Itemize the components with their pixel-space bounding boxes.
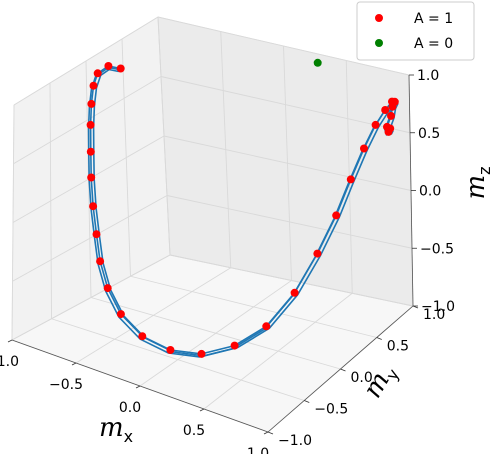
- grid-line-z-left: [13, 16, 159, 106]
- y-tick-label: 1.0: [423, 307, 445, 323]
- point-a1: [197, 349, 206, 358]
- z-tick-label: −0.5: [420, 241, 454, 257]
- point-a0: [313, 58, 322, 67]
- point-a1: [230, 341, 239, 350]
- grid-line-z-left: [13, 76, 162, 165]
- y-tick-label: −0.5: [314, 402, 348, 418]
- data-points: [86, 58, 399, 358]
- y-axis-label: my: [358, 359, 404, 405]
- grid-line-z-back: [157, 16, 410, 76]
- point-a1: [86, 120, 95, 129]
- z-axis-label: mz: [461, 166, 494, 199]
- point-a1: [89, 202, 98, 211]
- grid-line-z-back: [160, 76, 411, 134]
- point-a1: [116, 64, 125, 73]
- grid-line-x-floor: [203, 292, 353, 410]
- x-tick-label: 1.0: [247, 446, 269, 454]
- y-tick-label: −1.0: [278, 433, 312, 449]
- point-a1: [86, 147, 95, 156]
- point-a1: [92, 230, 101, 239]
- y-tick-label: 0.5: [387, 339, 409, 355]
- point-a1: [262, 322, 271, 331]
- point-a1: [116, 310, 125, 319]
- point-a1: [93, 69, 102, 78]
- point-a1: [313, 249, 322, 258]
- point-a1: [290, 288, 299, 297]
- tick-labels: −1.0−0.50.00.51.0−1.0−0.50.00.51.0−1.0−0…: [0, 68, 455, 454]
- point-a1: [388, 102, 397, 111]
- point-a1: [386, 124, 395, 133]
- grid-line-y-floor: [90, 297, 341, 370]
- point-a1: [360, 144, 368, 153]
- x-axis-label: mx: [99, 413, 133, 446]
- x-tick-label: −1.0: [0, 354, 19, 370]
- point-a1: [332, 211, 341, 220]
- legend-label: A = 1: [414, 11, 453, 27]
- grid-line-y-left: [157, 16, 171, 256]
- legend-label: A = 0: [414, 36, 453, 52]
- x-tick-label: 0.5: [183, 423, 205, 439]
- grid-line-z-back: [163, 135, 412, 191]
- point-a1: [103, 284, 112, 293]
- point-a1: [96, 257, 105, 266]
- legend-marker: [375, 39, 383, 47]
- point-a1: [371, 120, 380, 129]
- legend-box: [356, 1, 475, 61]
- legend-marker: [375, 14, 383, 22]
- point-a1: [381, 106, 390, 114]
- grid-line-y-floor: [130, 275, 377, 338]
- z-tick-label: −1.0: [421, 299, 455, 315]
- grid-line-y-floor: [169, 254, 414, 307]
- point-a1: [87, 173, 96, 182]
- point-a1: [87, 99, 96, 108]
- z-tick-label: 0.5: [418, 126, 440, 142]
- z-tick-label: 1.0: [417, 68, 439, 84]
- grid-line-y-left: [121, 38, 131, 277]
- z-tick-label: 0.0: [419, 184, 441, 200]
- point-a1: [166, 346, 175, 354]
- point-a1: [387, 111, 395, 120]
- y-tick-label: 0.0: [351, 370, 373, 386]
- point-a1: [104, 62, 113, 70]
- legend: A = 1 A = 0: [356, 1, 475, 61]
- point-a1: [346, 175, 355, 184]
- x-tick-label: −0.5: [49, 377, 83, 393]
- point-a1: [89, 81, 98, 90]
- axis-panes: [11, 16, 414, 433]
- point-a1: [138, 332, 147, 341]
- x-tick-label: 0.0: [119, 400, 141, 416]
